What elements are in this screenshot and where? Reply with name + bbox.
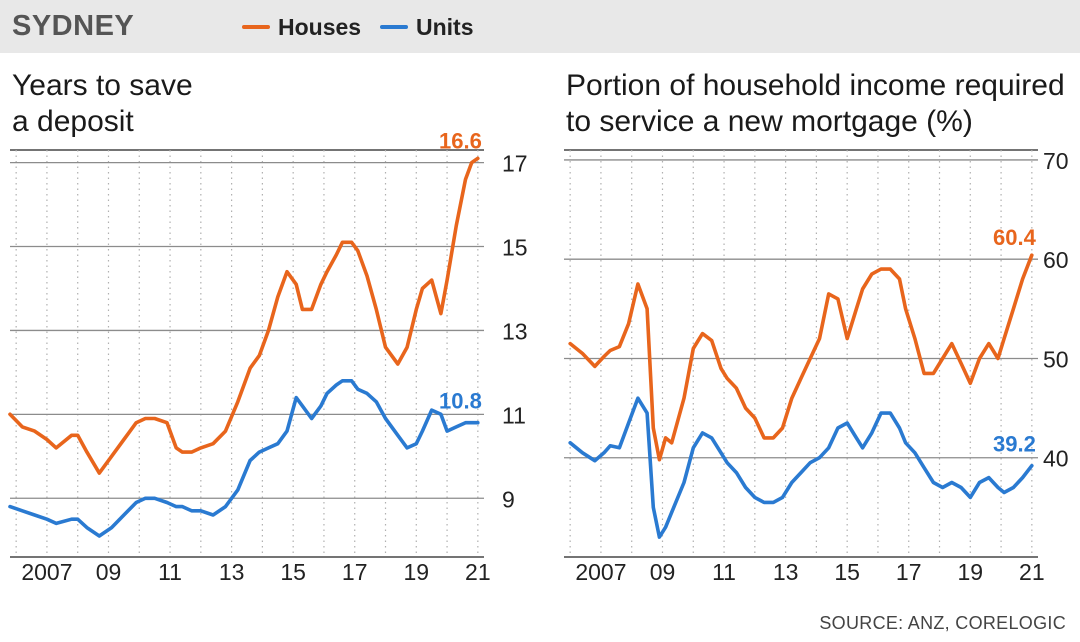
- deposit-y-tick-label: 17: [502, 151, 528, 177]
- mortgage-x-tick-label: 17: [896, 559, 922, 585]
- mortgage-x-tick-label: 15: [834, 559, 860, 585]
- chart-title-deposit-line-2: a deposit: [12, 105, 134, 138]
- mortgage-y-tick-label: 60: [1043, 247, 1069, 273]
- chart-title-mortgage-line-1: Portion of household income required: [566, 69, 1065, 102]
- legend-swatch-units: [380, 25, 408, 29]
- mortgage-y-tick-label: 50: [1043, 346, 1069, 372]
- deposit-y-tick-label: 15: [502, 235, 528, 261]
- deposit-x-tick-label: 17: [342, 559, 368, 585]
- legend-swatch-houses: [242, 25, 270, 29]
- header-bar: SYDNEY Houses Units: [0, 0, 1080, 53]
- deposit-x-tick-label: 21: [465, 559, 491, 585]
- deposit-series-houses: [8, 156, 480, 475]
- mortgage-series-units: [568, 396, 1034, 539]
- deposit-y-tick-label: 13: [502, 318, 528, 344]
- mortgage-callout-houses: 60.4: [993, 225, 1037, 250]
- legend-label-houses: Houses: [278, 13, 362, 40]
- mortgage-x-tick-label: 11: [712, 559, 736, 585]
- chart-title-deposit-line-1: Years to save: [12, 69, 193, 102]
- deposit-y-tick-label: 11: [502, 402, 526, 428]
- deposit-x-tick-label: 15: [280, 559, 306, 585]
- mortgage-y-tick-label: 40: [1043, 446, 1069, 472]
- mortgage-x-tick-label: 2007: [575, 559, 626, 585]
- chart-title-mortgage-line-2: to service a new mortgage (%): [566, 105, 973, 138]
- mortgage-x-tick-label: 13: [773, 559, 799, 585]
- legend-item-houses: Houses: [242, 14, 361, 40]
- deposit-x-tick-label: 19: [403, 559, 429, 585]
- chart-title-deposit: Years to save a deposit: [12, 68, 193, 140]
- source-note: SOURCE: ANZ, CORELOGIC: [819, 613, 1066, 633]
- deposit-x-tick-label: 09: [96, 559, 122, 585]
- city-title: SYDNEY: [12, 10, 135, 42]
- mortgage-x-tick-label: 21: [1019, 559, 1045, 585]
- deposit-callout-units: 10.8: [439, 389, 482, 414]
- deposit-y-tick-label: 9: [502, 486, 515, 512]
- mortgage-y-tick-label: 70: [1043, 148, 1069, 174]
- deposit-x-tick-label: 13: [219, 559, 245, 585]
- deposit-x-tick-label: 11: [158, 559, 182, 585]
- legend-label-units: Units: [416, 13, 474, 40]
- chart-title-mortgage: Portion of household income required to …: [566, 68, 1065, 140]
- mortgage-callout-units: 39.2: [993, 432, 1036, 457]
- legend-item-units: Units: [380, 14, 474, 40]
- mortgage-x-tick-label: 09: [650, 559, 676, 585]
- deposit-series-units: [8, 378, 480, 538]
- deposit-callout-houses: 16.6: [439, 128, 482, 153]
- mortgage-x-tick-label: 19: [957, 559, 983, 585]
- deposit-x-tick-label: 2007: [21, 559, 72, 585]
- mortgage-series-houses: [568, 253, 1034, 462]
